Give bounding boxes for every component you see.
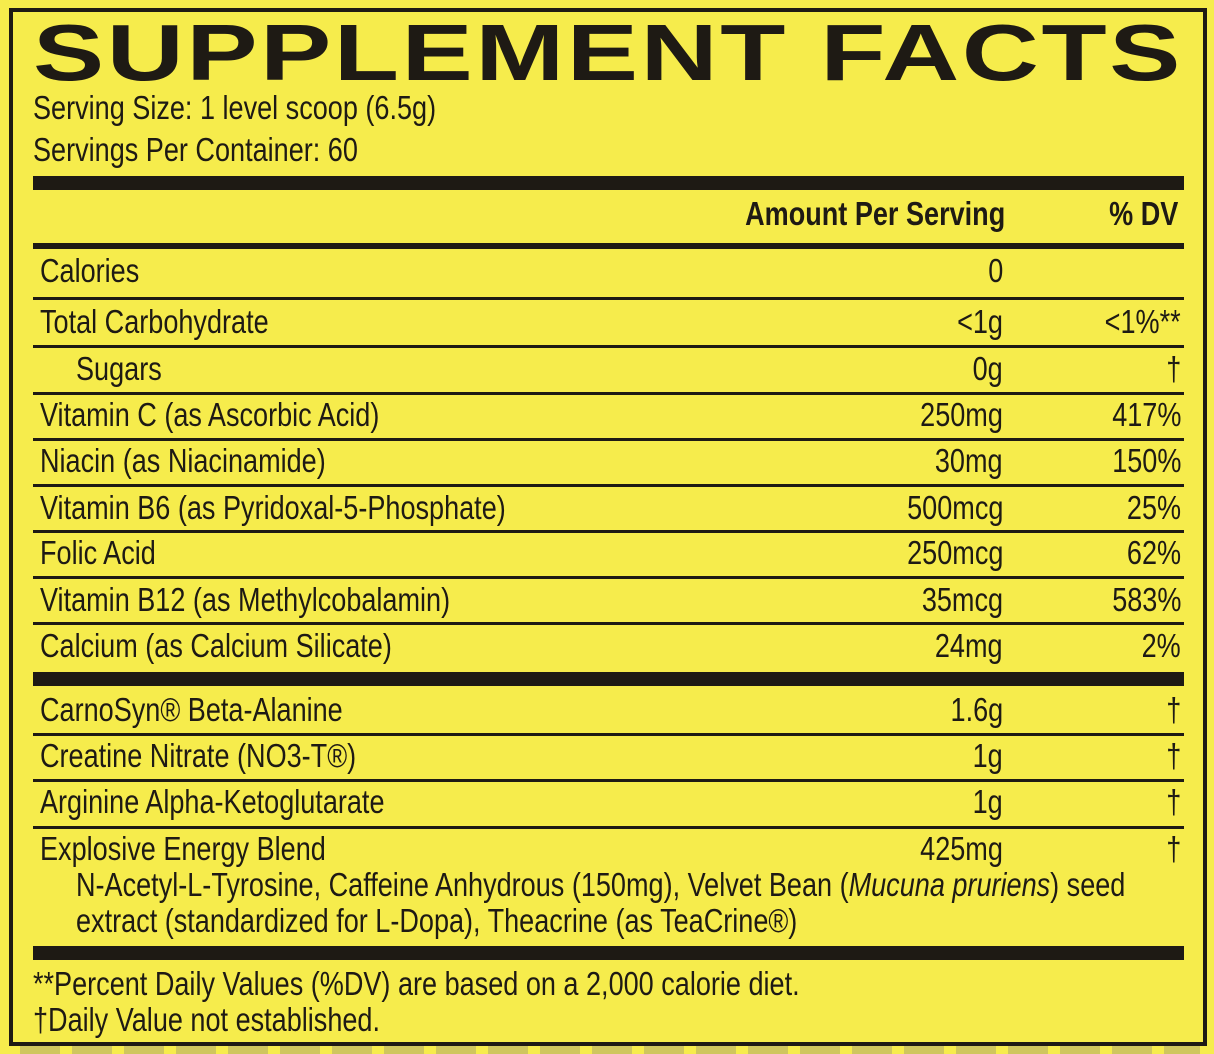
row-divider — [33, 576, 1184, 579]
row-divider — [33, 345, 1184, 348]
header-dv: % DV — [1108, 195, 1178, 232]
row-divider — [33, 826, 1184, 829]
label-title: SUPPLEMENT FACTS — [33, 8, 1183, 97]
nutrient-amount: 24mg — [935, 627, 1003, 664]
nutrient-name: Total Carbohydrate — [40, 303, 269, 340]
nutrient-name: Vitamin C (as Ascorbic Acid) — [40, 396, 380, 433]
header-amount: Amount Per Serving — [744, 195, 1005, 232]
nutrient-name: Sugars — [76, 350, 162, 387]
nutrient-amount: 250mg — [920, 396, 1003, 433]
divider-thick — [33, 946, 1184, 960]
row-divider — [33, 733, 1184, 736]
row-divider — [33, 530, 1184, 533]
nutrient-name: CarnoSyn® Beta-Alanine — [40, 691, 343, 728]
nutrient-name: Vitamin B6 (as Pyridoxal-5-Phosphate) — [40, 489, 506, 526]
divider-thick — [33, 672, 1184, 686]
nutrient-dv: 62% — [1126, 534, 1181, 571]
nutrient-dv: 2% — [1141, 627, 1181, 664]
servings-per-container: Servings Per Container: 60 — [33, 131, 358, 168]
row-divider — [33, 484, 1184, 487]
nutrient-amount: 425mg — [920, 830, 1003, 867]
nutrient-name: Explosive Energy Blend — [40, 830, 326, 867]
nutrient-amount: 1.6g — [950, 691, 1003, 728]
nutrient-amount: 0 — [987, 252, 1003, 289]
footnote-dagger: †Daily Value not established. — [33, 1001, 380, 1038]
blend-ingredients-line-1: N-Acetyl-L-Tyrosine, Caffeine Anhydrous … — [76, 866, 1126, 903]
nutrient-name: Calories — [40, 252, 140, 289]
nutrient-dv: 583% — [1111, 581, 1181, 618]
cut-off-text — [20, 1046, 1200, 1054]
nutrient-amount: 30mg — [935, 442, 1003, 479]
nutrient-name: Niacin (as Niacinamide) — [40, 442, 326, 479]
nutrient-amount: 250mcg — [906, 534, 1003, 571]
row-divider — [33, 438, 1184, 441]
divider-thick — [33, 176, 1184, 190]
row-divider — [33, 779, 1184, 782]
nutrient-name: Arginine Alpha-Ketoglutarate — [40, 783, 385, 820]
nutrient-dv: † — [1165, 737, 1181, 774]
nutrient-dv: <1%** — [1105, 303, 1181, 340]
nutrient-name: Calcium (as Calcium Silicate) — [40, 627, 392, 664]
label-frame — [9, 8, 1207, 1046]
nutrient-amount: 500mcg — [906, 489, 1003, 526]
row-divider — [33, 392, 1184, 395]
row-divider — [33, 297, 1184, 300]
nutrient-name: Vitamin B12 (as Methylcobalamin) — [40, 581, 451, 618]
nutrient-amount: 1g — [972, 737, 1003, 774]
footnote-dv: **Percent Daily Values (%DV) are based o… — [33, 965, 800, 1002]
divider-medium — [33, 243, 1184, 249]
nutrient-amount: <1g — [957, 303, 1003, 340]
nutrient-dv: 150% — [1111, 442, 1181, 479]
nutrient-dv: † — [1165, 350, 1181, 387]
row-divider — [33, 622, 1184, 625]
nutrient-amount: 0g — [972, 350, 1003, 387]
nutrient-dv: † — [1165, 830, 1181, 867]
nutrient-name: Folic Acid — [40, 534, 156, 571]
nutrient-name: Creatine Nitrate (NO3-T®) — [40, 737, 357, 774]
nutrient-amount: 1g — [972, 783, 1003, 820]
nutrient-amount: 35mcg — [921, 581, 1003, 618]
serving-size: Serving Size: 1 level scoop (6.5g) — [33, 89, 437, 126]
nutrient-dv: 417% — [1111, 396, 1181, 433]
nutrient-dv: 25% — [1126, 489, 1181, 526]
blend-ingredients-line-2: extract (standardized for L-Dopa), Theac… — [76, 902, 798, 939]
nutrient-dv: † — [1165, 691, 1181, 728]
nutrient-dv: † — [1165, 783, 1181, 820]
